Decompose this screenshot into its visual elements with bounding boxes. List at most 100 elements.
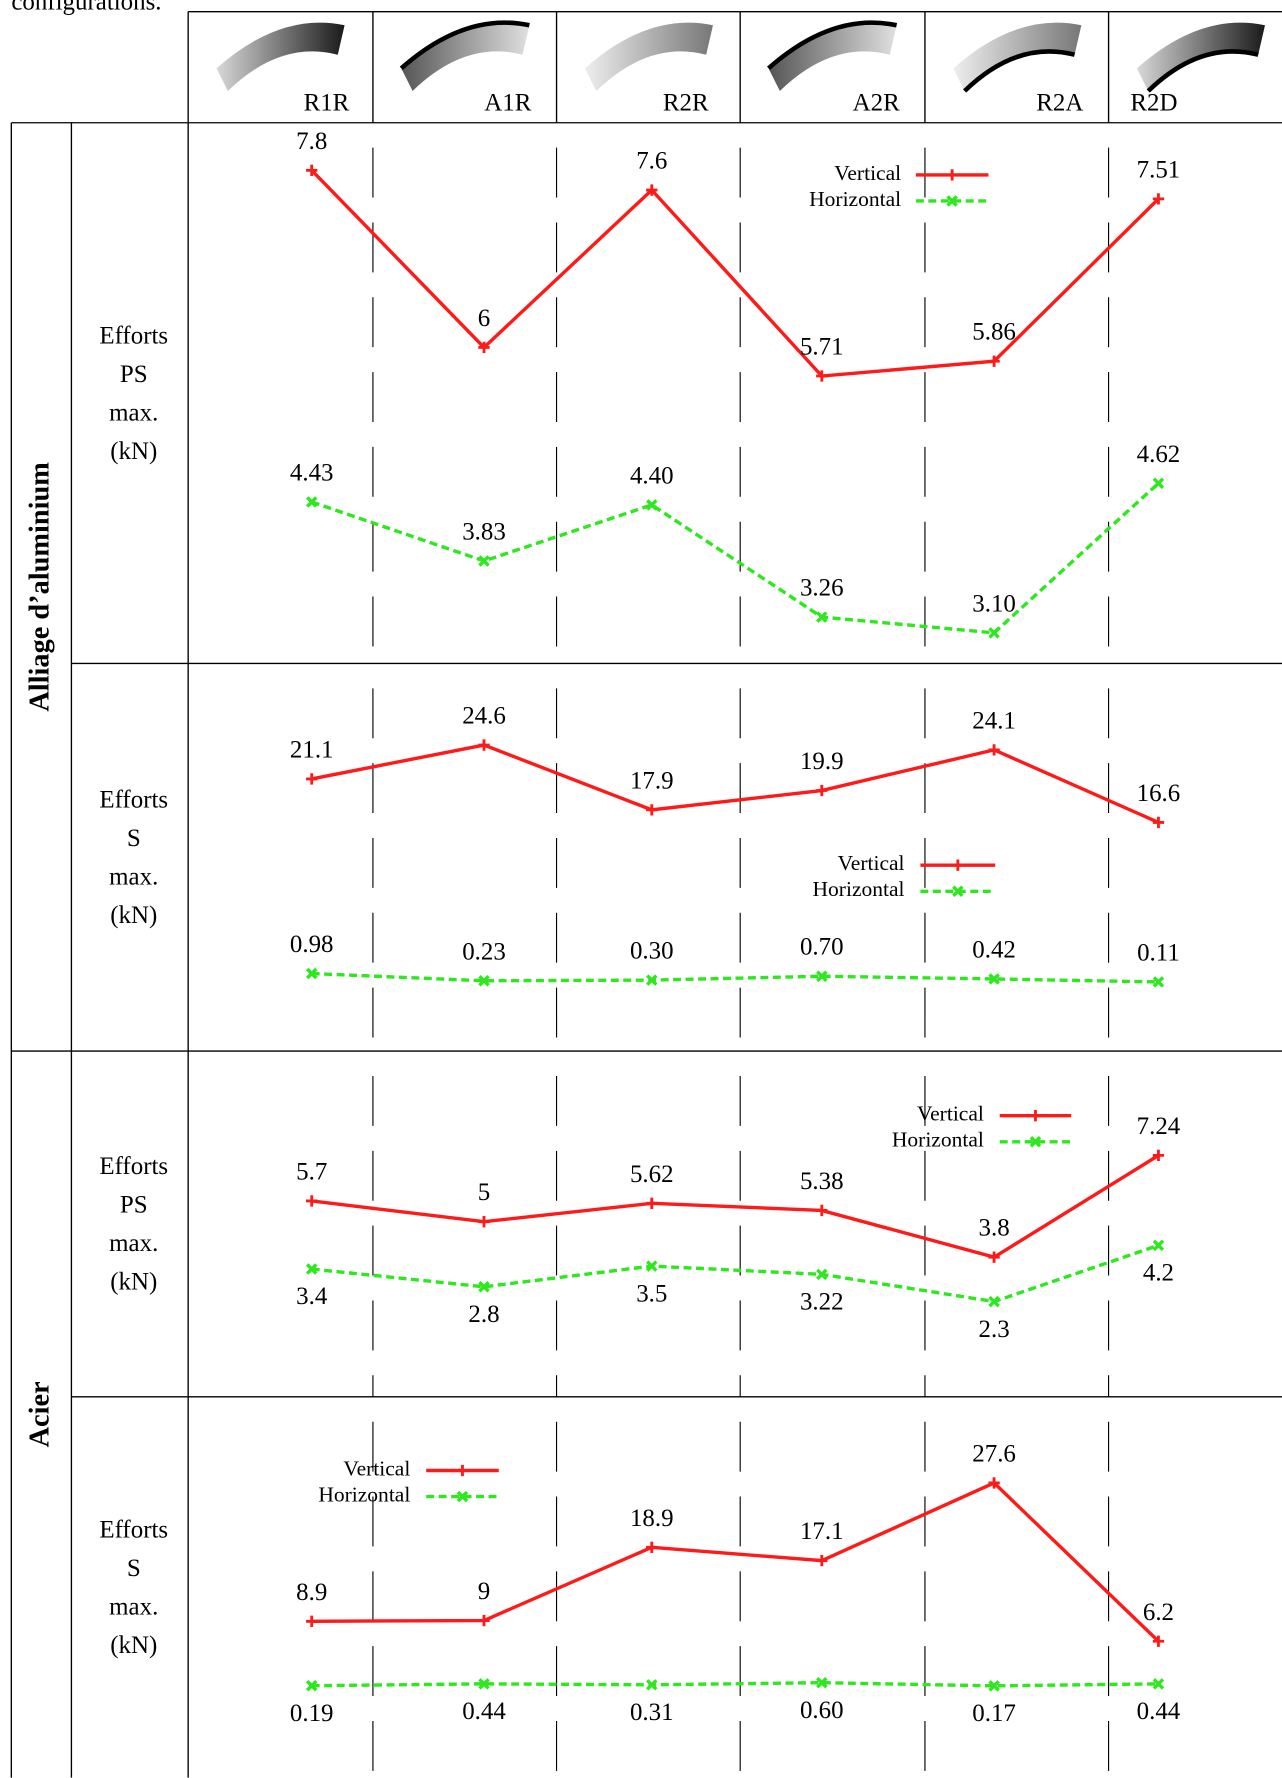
data-label: 17.9: [630, 767, 674, 794]
data-label: 0.98: [290, 931, 334, 958]
data-label: 0.23: [462, 938, 506, 965]
marker: [646, 1197, 658, 1209]
marker: [478, 975, 490, 987]
profile-image: [768, 22, 897, 92]
marker: [988, 1680, 1000, 1692]
profile-image: [584, 22, 713, 92]
profile-edge: [399, 20, 530, 71]
row-label: max.: [109, 864, 158, 891]
marker: [306, 773, 318, 785]
marker: [816, 1554, 828, 1567]
group-label: Acier: [24, 1381, 55, 1447]
marker: [816, 370, 828, 382]
column-header: R2A: [1036, 89, 1083, 116]
data-label: 21.1: [290, 736, 334, 763]
column-header: R2D: [1130, 89, 1177, 116]
data-label: 3.5: [636, 1280, 667, 1307]
row-label: (kN): [110, 902, 157, 929]
marker: [305, 496, 318, 508]
marker: [816, 611, 828, 623]
data-label: 0.42: [972, 936, 1016, 963]
data-label: 4.2: [1143, 1260, 1174, 1287]
marker: [306, 1195, 318, 1207]
series-line: [311, 1680, 1159, 1688]
marker: [646, 499, 658, 511]
legend-label: Vertical: [838, 851, 905, 875]
marker: [646, 184, 658, 196]
profile-image: [216, 22, 345, 92]
series-line: [310, 169, 1160, 378]
data-label: 18.9: [630, 1505, 674, 1532]
marker: [646, 1260, 658, 1272]
row-label: (kN): [110, 1269, 157, 1296]
marker: [988, 744, 1000, 756]
marker: [306, 1615, 318, 1627]
row-label: Efforts: [99, 322, 168, 349]
data-label: 24.1: [972, 707, 1016, 734]
data-label: 24.6: [462, 703, 506, 730]
marker: [1152, 1678, 1165, 1690]
legend-marker: [952, 885, 964, 898]
series-line: [311, 1243, 1159, 1304]
data-label: 3.83: [462, 519, 506, 546]
series-line: [311, 482, 1160, 635]
caption: configurations.: [11, 0, 161, 15]
column-header: R1R: [304, 89, 350, 116]
marker: [1152, 816, 1165, 829]
data-label: 2.8: [468, 1301, 499, 1328]
data-label: 5.71: [800, 334, 844, 361]
marker: [646, 974, 658, 986]
series-line: [311, 1480, 1160, 1643]
row-label: PS: [120, 1192, 148, 1219]
data-label: 0.17: [972, 1700, 1016, 1727]
marker: [306, 164, 318, 177]
data-label: 5.7: [296, 1158, 327, 1185]
data-label: 2.3: [979, 1316, 1010, 1343]
legend-label: Horizontal: [813, 877, 905, 901]
data-label: 0.44: [1137, 1698, 1181, 1725]
row-label: max.: [109, 1593, 158, 1620]
series-line: [311, 1153, 1160, 1260]
marker: [478, 1614, 490, 1627]
data-label: 6.2: [1143, 1599, 1174, 1626]
marker: [988, 1295, 1000, 1308]
legend-marker: [946, 169, 958, 181]
marker: [1152, 193, 1165, 205]
marker: [1152, 477, 1165, 489]
data-label: 0.31: [630, 1699, 674, 1726]
marker: [1152, 1149, 1165, 1162]
group-label: Alliage d’aluminium: [24, 462, 55, 712]
marker: [305, 967, 318, 980]
data-label: 0.30: [630, 938, 674, 965]
marker: [478, 1678, 490, 1690]
data-label: 7.24: [1137, 1113, 1181, 1140]
data-label: 8.9: [296, 1579, 327, 1606]
row-label: PS: [120, 361, 148, 388]
data-label: 0.60: [800, 1697, 844, 1724]
row-label: Efforts: [99, 1153, 168, 1180]
row-label: Efforts: [99, 786, 168, 813]
marker: [478, 555, 490, 567]
data-label: 19.9: [800, 748, 844, 775]
legend-label: Vertical: [343, 1456, 410, 1480]
column-header: A1R: [484, 89, 531, 116]
marker: [988, 1477, 1000, 1489]
data-label: 5.62: [630, 1161, 674, 1188]
marker: [1152, 1635, 1165, 1647]
data-label: 7.8: [296, 128, 327, 155]
row-label: max.: [109, 399, 158, 426]
row-label: S: [127, 1555, 141, 1582]
data-label: 9: [478, 1578, 490, 1605]
marker: [478, 1216, 490, 1228]
data-label: 17.1: [800, 1518, 844, 1545]
legend-marker: [952, 859, 964, 871]
marker: [816, 784, 828, 797]
legend-marker: [456, 1464, 469, 1477]
data-label: 5.86: [972, 319, 1016, 346]
profile-image: [953, 22, 1082, 92]
data-label: 4.40: [630, 462, 674, 489]
data-label: 3.4: [296, 1283, 328, 1310]
marker: [478, 341, 490, 354]
marker: [305, 1263, 318, 1275]
